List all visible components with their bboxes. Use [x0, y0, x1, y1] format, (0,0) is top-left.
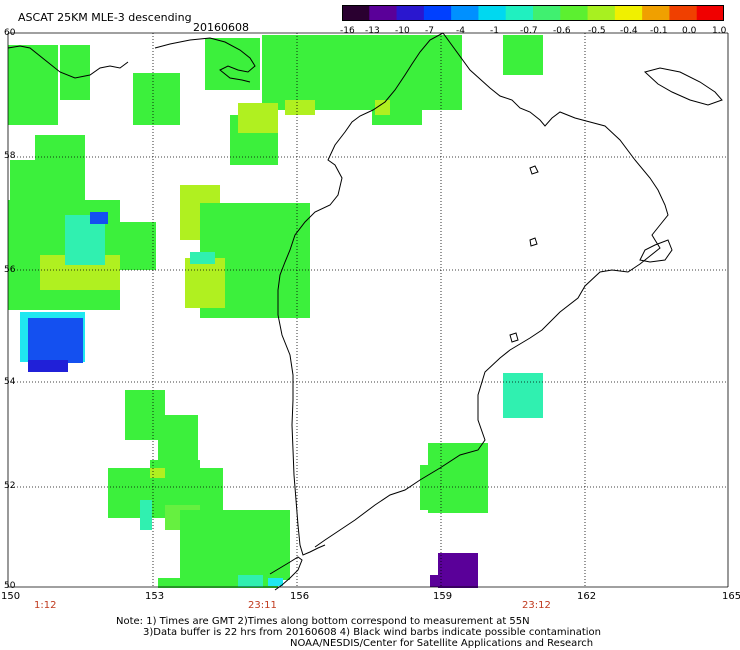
note-line-2: 3)Data buffer is 22 hrs from 20160608 4)… [143, 627, 601, 638]
colorbar-tick-labels: -16 -13 -10 -7 -4 -1 -0.7 -0.6 -0.5 -0.4 -0.1 0.0 1.… [0, 0, 740, 40]
map-date: 20160608 [193, 21, 249, 34]
colorbar-tick-label: 0.0 [682, 26, 697, 36]
colorbar-tick-label: -10 [395, 26, 410, 36]
colorbar-tick-label: -0.1 [650, 26, 668, 36]
lon-label-162: 162 [577, 591, 597, 602]
colorbar-tick-label: -1 [490, 26, 499, 36]
lon-label-165: 165 [722, 591, 740, 602]
colorbar-swatch [533, 5, 561, 21]
data-cell [158, 578, 278, 588]
colorbar-tick-label: -0.7 [520, 26, 538, 36]
colorbar-swatch [451, 5, 479, 21]
data-cell [60, 45, 90, 100]
island-sakhalin-north [639, 239, 673, 263]
data-cell [185, 258, 225, 308]
lat-label-58: 58 [4, 151, 16, 161]
data-cell [190, 252, 215, 264]
lat-label-60: 60 [4, 28, 16, 38]
coastline-ne-cape [643, 67, 723, 106]
data-cell [90, 212, 108, 224]
data-cell [268, 578, 283, 586]
time-label-3: 23:12 [522, 600, 551, 611]
island-feature-3 [529, 165, 539, 175]
colorbar-tick-label: -16 [340, 26, 355, 36]
data-cell [262, 35, 462, 110]
colorbar-swatch [369, 5, 398, 21]
coastline-kamchatka-ne [277, 32, 444, 556]
data-cell [285, 100, 315, 115]
colorbar-swatch [396, 5, 425, 21]
colorbar-swatch [560, 5, 589, 21]
colorbar-swatch [423, 5, 452, 21]
scatterometer-cells [8, 35, 543, 588]
coastline-north-bay [154, 37, 256, 83]
data-cell [503, 373, 543, 418]
note-line-1: Note: 1) Times are GMT 2)Times along bot… [116, 616, 530, 627]
colorbar-tick-label: -4 [456, 26, 465, 36]
colorbar-swatch [669, 5, 698, 21]
data-cell [140, 500, 152, 530]
data-cell [238, 103, 278, 133]
colorbar-tick-label: -0.4 [620, 26, 638, 36]
colorbar-swatch [642, 5, 670, 21]
data-cell [238, 575, 263, 587]
colorbar-tick-label: -7 [425, 26, 434, 36]
lon-label-156: 156 [290, 591, 310, 602]
data-cell [28, 360, 68, 372]
coastline [7, 32, 723, 591]
colorbar-tick-label: -0.6 [553, 26, 571, 36]
data-cell [205, 38, 260, 90]
colorbar-tick-label: -13 [365, 26, 380, 36]
colorbar-tick-label: 1.0 [712, 26, 727, 36]
lat-label-50: 50 [4, 581, 16, 591]
colorbar-swatch [696, 5, 724, 21]
lat-label-52: 52 [4, 481, 16, 491]
island-feature-1 [529, 237, 538, 247]
coastline-south [269, 556, 303, 591]
colorbar-swatch [614, 5, 643, 21]
colorbar-swatch [478, 5, 507, 21]
data-cell [428, 443, 488, 513]
data-cell [375, 100, 390, 115]
lat-label-54: 54 [4, 377, 16, 387]
lat-label-56: 56 [4, 265, 16, 275]
data-cell [430, 575, 442, 587]
colorbar-tick-label: -0.5 [588, 26, 606, 36]
coastline-kamchatka-west [314, 32, 669, 548]
island-feature-2 [509, 332, 519, 343]
map-title: ASCAT 25KM MLE-3 descending [18, 11, 192, 24]
data-cell [28, 318, 83, 363]
data-cell [420, 465, 435, 510]
lat-lon-grid [7, 32, 729, 588]
data-cell [438, 553, 478, 588]
lon-label-153: 153 [145, 591, 165, 602]
lon-label-150: 150 [1, 591, 21, 602]
time-label-1: 1:12 [34, 600, 57, 611]
note-line-3: NOAA/NESDIS/Center for Satellite Applica… [290, 638, 594, 649]
data-cell [133, 73, 180, 125]
lon-label-159: 159 [433, 591, 453, 602]
coastline-northwest [7, 45, 129, 79]
data-cell [150, 468, 165, 478]
time-label-2: 23:11 [248, 600, 277, 611]
colorbar-swatch [505, 5, 534, 21]
colorbar [342, 5, 724, 21]
data-cell [158, 415, 198, 465]
data-cell [503, 35, 543, 75]
colorbar-swatch [342, 5, 370, 21]
colorbar-swatch [587, 5, 616, 21]
data-cell [180, 510, 290, 580]
data-cell [8, 45, 58, 125]
